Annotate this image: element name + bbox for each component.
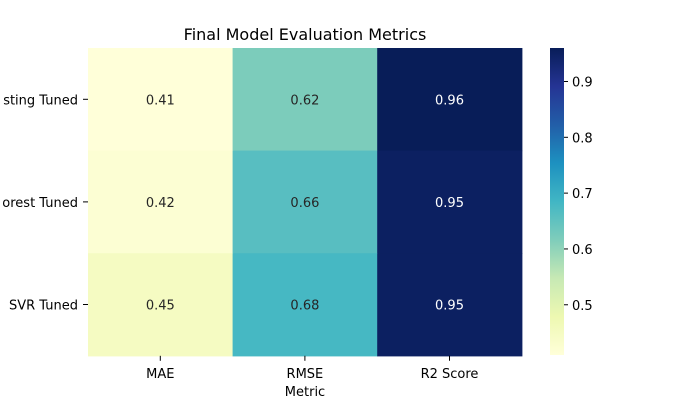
cell-value-label: 0.68 bbox=[290, 299, 319, 314]
colorbar-tick-label: 0.7 bbox=[572, 187, 593, 202]
colorbar-tick-label: 0.6 bbox=[572, 243, 593, 258]
x-tick-label: MAE bbox=[146, 367, 174, 382]
heatmap-cell bbox=[232, 48, 378, 152]
x-tick-label: R2 Score bbox=[421, 367, 479, 382]
colorbar-tick-label: 0.5 bbox=[572, 299, 593, 314]
heatmap-cells: 0.41 0.62 0.96 0.42 0.66 0.95 0.45 0.68 0.95 bbox=[88, 48, 523, 357]
x-tick-label: RMSE bbox=[287, 367, 324, 382]
heatmap-cell bbox=[377, 150, 523, 254]
heatmap-cell bbox=[377, 48, 523, 152]
y-tick-label: orest Tuned bbox=[2, 196, 78, 211]
colorbar-gradient bbox=[550, 48, 564, 355]
colorbar-tick-label: 0.9 bbox=[572, 75, 593, 90]
cell-value-label: 0.95 bbox=[435, 299, 464, 314]
x-tick-labels: MAE RMSE R2 Score bbox=[146, 355, 479, 382]
cell-value-label: 0.95 bbox=[435, 196, 464, 211]
heatmap-cell bbox=[232, 150, 378, 254]
cell-value-label: 0.45 bbox=[146, 299, 175, 314]
cell-value-label: 0.96 bbox=[435, 93, 464, 108]
heatmap-cell bbox=[377, 253, 523, 357]
heatmap-cell bbox=[88, 253, 234, 357]
heatmap-cell bbox=[88, 150, 234, 254]
heatmap-cell bbox=[232, 253, 378, 357]
cell-value-label: 0.42 bbox=[146, 196, 175, 211]
cell-value-label: 0.62 bbox=[290, 93, 319, 108]
y-tick-label: sting Tuned bbox=[3, 93, 78, 108]
x-axis-label: Metric bbox=[285, 385, 325, 400]
cell-value-label: 0.41 bbox=[146, 93, 175, 108]
y-tick-label: SVR Tuned bbox=[9, 299, 78, 314]
y-tick-labels: sting Tuned orest Tuned SVR Tuned bbox=[2, 93, 88, 314]
colorbar: 0.5 0.6 0.7 0.8 0.9 bbox=[550, 48, 593, 355]
colorbar-tick-label: 0.8 bbox=[572, 131, 593, 146]
chart-title: Final Model Evaluation Metrics bbox=[184, 25, 427, 44]
cell-value-label: 0.66 bbox=[290, 196, 319, 211]
heatmap-cell bbox=[88, 48, 234, 152]
